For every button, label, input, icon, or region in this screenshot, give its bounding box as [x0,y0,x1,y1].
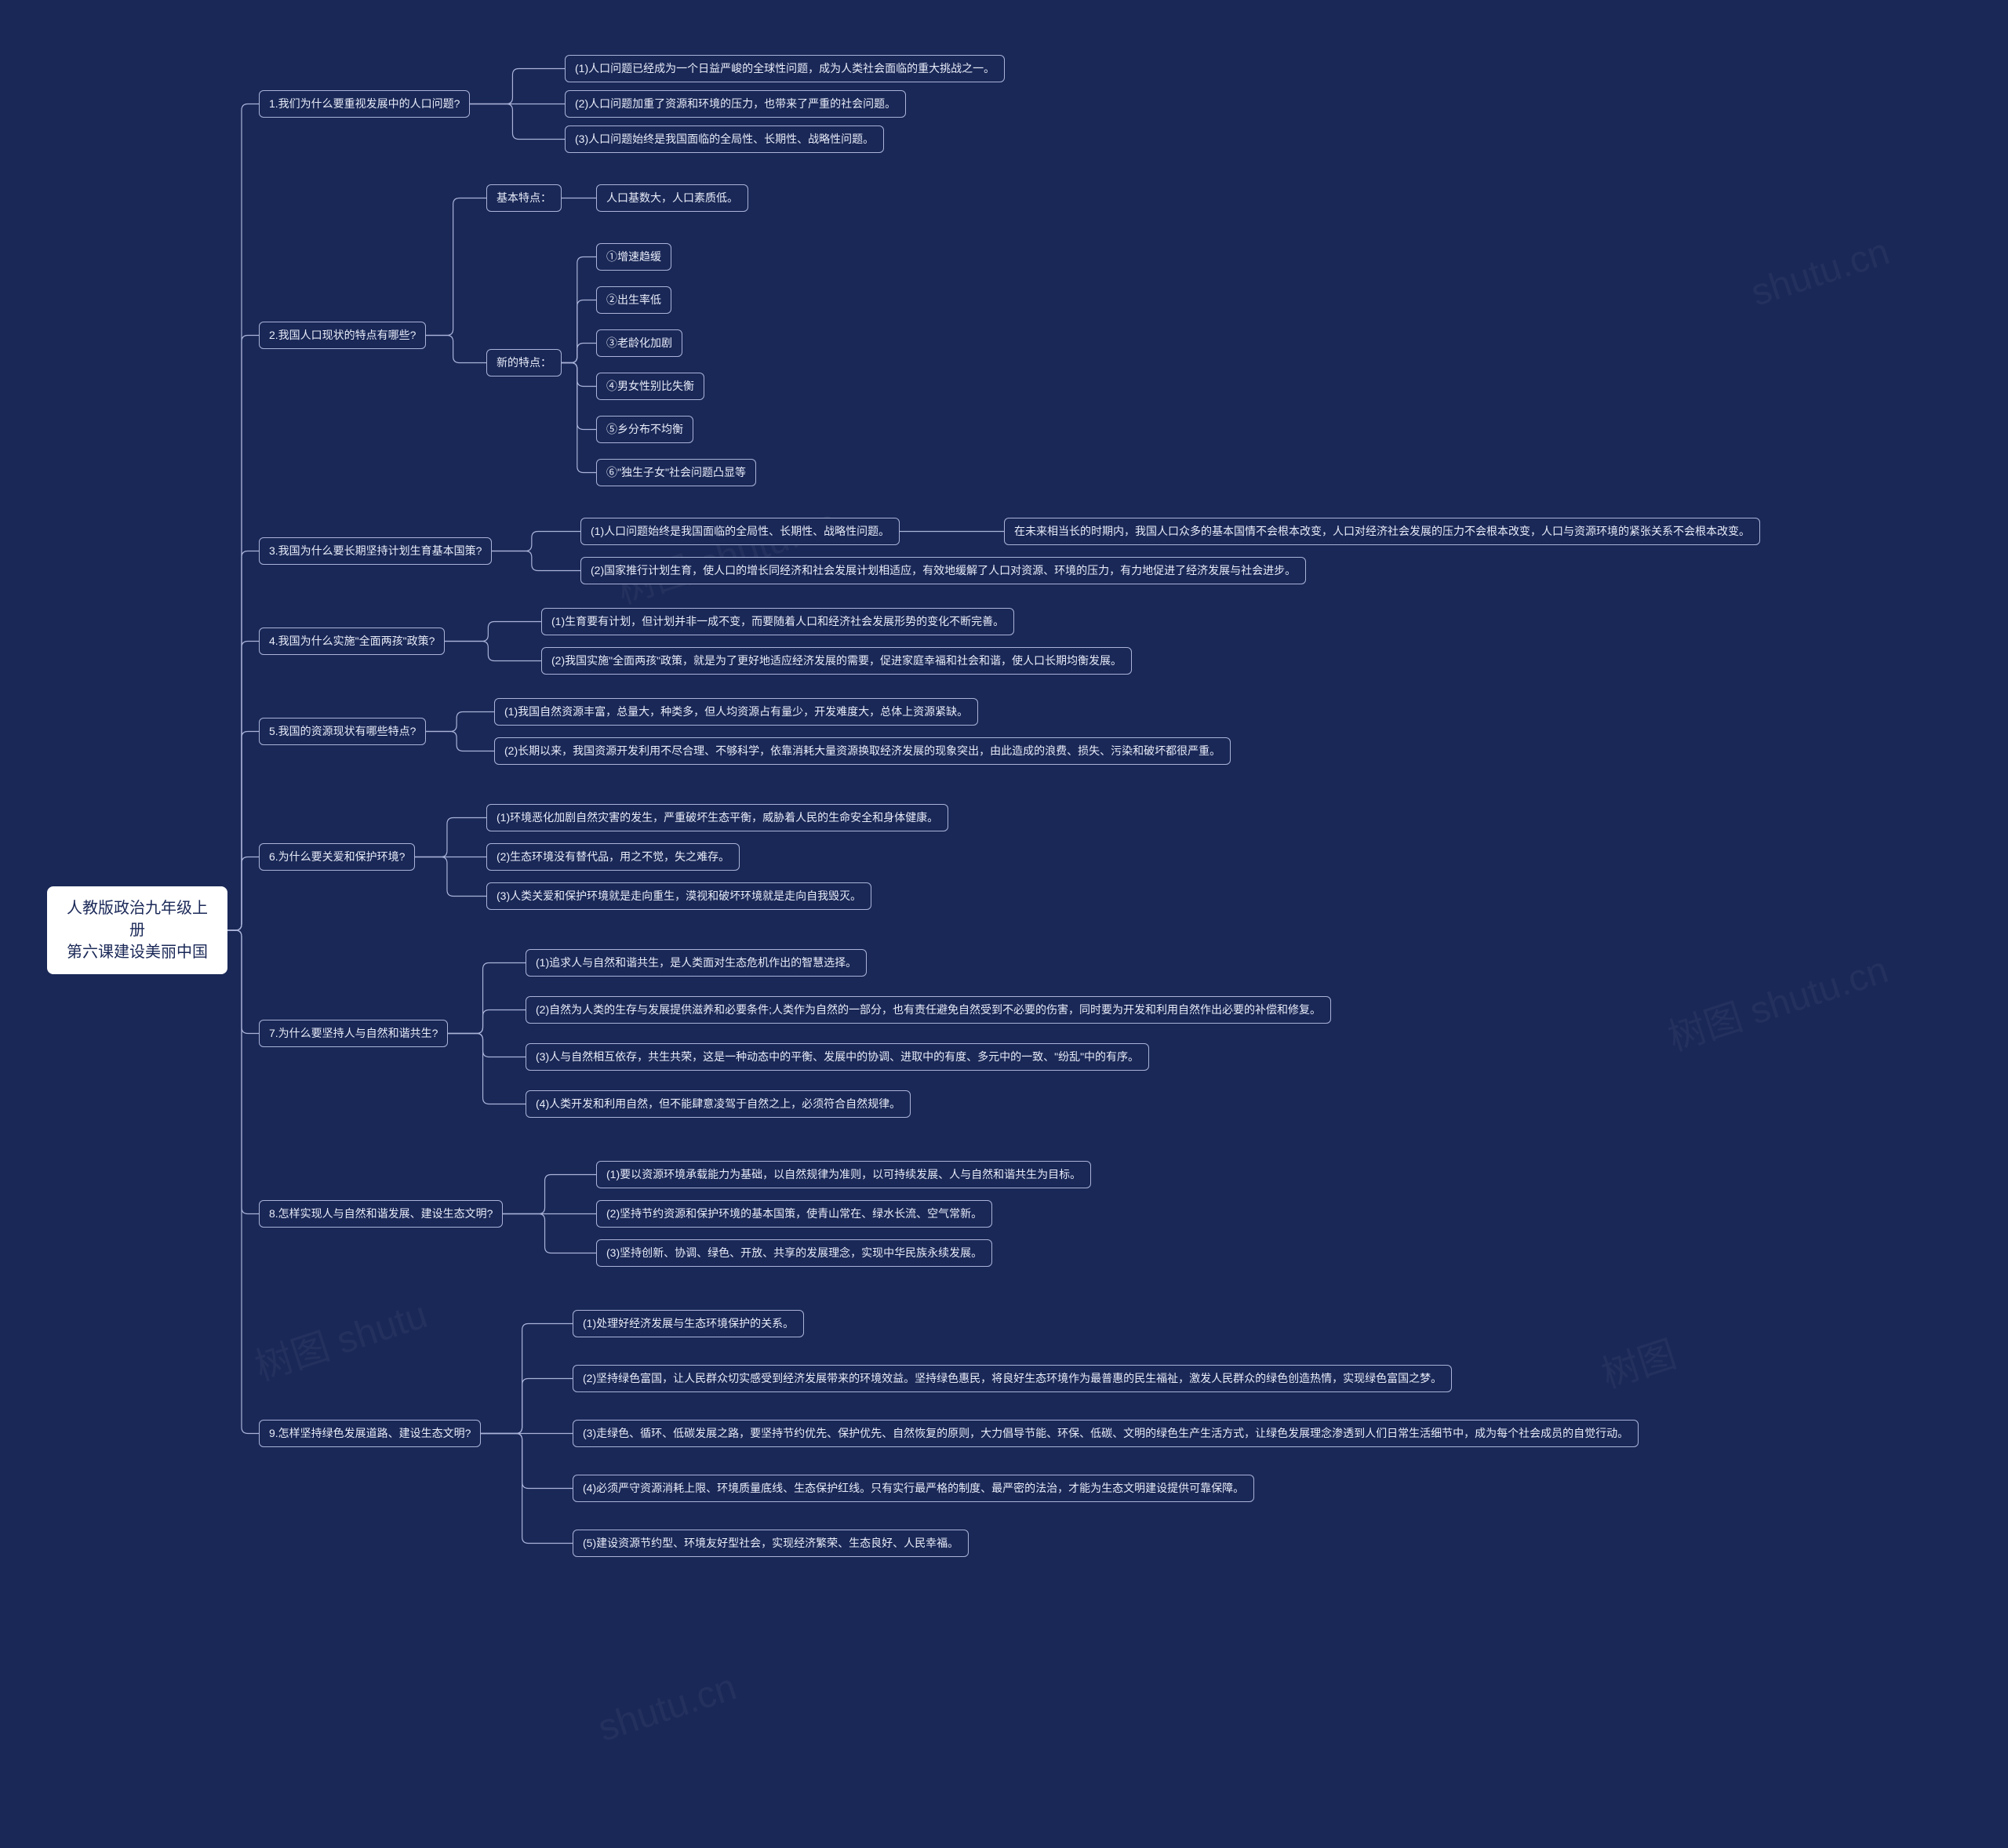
root-node: 人教版政治九年级上册 第六课建设美丽中国 [47,886,227,974]
branch-8-child-2: (2)坚持节约资源和保护环境的基本国策，使青山常在、绿水长流、空气常新。 [596,1200,992,1228]
branch-2-child-1: 基本特点： [486,184,562,212]
branch-9-child-2: (2)坚持绿色富国，让人民群众切实感受到经济发展带来的环境效益。坚持绿色惠民，将… [573,1365,1452,1392]
branch-6: 6.为什么要关爱和保护环境? [259,843,415,871]
branch-4-child-1: (1)生育要有计划，但计划并非一成不变，而要随着人口和经济社会发展形势的变化不断… [541,608,1014,635]
connector-layer [0,0,2008,1848]
branch-9-child-1: (1)处理好经济发展与生态环境保护的关系。 [573,1310,804,1337]
branch-1: 1.我们为什么要重视发展中的人口问题? [259,90,470,118]
branch-7-child-1: (1)追求人与自然和谐共生，是人类面对生态危机作出的智慧选择。 [526,949,867,977]
branch-2-child-2-g-1: ①增速趋缓 [596,243,671,271]
root-line1: 人教版政治九年级上册 [67,900,208,939]
branch-6-child-1: (1)环境恶化加剧自然灾害的发生，严重破坏生态平衡，威胁着人民的生命安全和身体健… [486,804,948,831]
branch-6-child-2: (2)生态环境没有替代品，用之不觉，失之难存。 [486,843,740,871]
branch-3-child-1-g-1: 在未来相当长的时期内，我国人口众多的基本国情不会根本改变，人口对经济社会发展的压… [1004,518,1760,545]
watermark: shutu.cn [1746,230,1895,315]
watermark: 树图 shutu [247,1284,433,1391]
branch-2-child-2-g-4: ④男女性别比失衡 [596,373,704,400]
branch-9-child-4: (4)必须严守资源消耗上限、环境质量底线、生态保护红线。只有实行最严格的制度、最… [573,1475,1254,1502]
branch-2-child-2-g-2: ②出生率低 [596,286,671,314]
branch-7: 7.为什么要坚持人与自然和谐共生? [259,1020,448,1047]
branch-1-child-1: (1)人口问题已经成为一个日益严峻的全球性问题，成为人类社会面临的重大挑战之一。 [565,55,1005,82]
branch-2-child-2-g-3: ③老龄化加剧 [596,329,682,357]
branch-2: 2.我国人口现状的特点有哪些? [259,322,426,349]
branch-6-child-3: (3)人类关爱和保护环境就是走向重生，漠视和破坏环境就是走向自我毁灭。 [486,882,871,910]
watermark: 树图 [1594,1323,1682,1399]
branch-9-child-3: (3)走绿色、循环、低碳发展之路，要坚持节约优先、保护优先、自然恢复的原则，大力… [573,1420,1639,1447]
branch-5-child-2: (2)长期以来，我国资源开发利用不尽合理、不够科学，依靠消耗大量资源换取经济发展… [494,737,1231,765]
branch-9: 9.怎样坚持绿色发展道路、建设生态文明? [259,1420,481,1447]
branch-4: 4.我国为什么实施"全面两孩"政策? [259,628,445,655]
branch-3-child-2: (2)国家推行计划生育，使人口的增长同经济和社会发展计划相适应，有效地缓解了人口… [580,557,1306,584]
branch-7-child-4: (4)人类开发和利用自然，但不能肆意凌驾于自然之上，必须符合自然规律。 [526,1090,911,1118]
branch-8-child-1: (1)要以资源环境承载能力为基础，以自然规律为准则，以可持续发展、人与自然和谐共… [596,1161,1091,1188]
branch-2-child-2: 新的特点： [486,349,562,377]
branch-4-child-2: (2)我国实施"全面两孩"政策，就是为了更好地适应经济发展的需要，促进家庭幸福和… [541,647,1132,675]
watermark: 树图 shutu.cn [609,492,842,614]
branch-3: 3.我国为什么要长期坚持计划生育基本国策? [259,537,492,565]
branch-1-child-3: (3)人口问题始终是我国面临的全局性、长期性、战略性问题。 [565,126,884,153]
watermark: shutu.cn [593,1665,742,1750]
branch-2-child-2-g-5: ⑤乡分布不均衡 [596,416,693,443]
branch-1-child-2: (2)人口问题加重了资源和环境的压力，也带来了严重的社会问题。 [565,90,906,118]
branch-3-child-1: (1)人口问题始终是我国面临的全局性、长期性、战略性问题。 [580,518,900,545]
branch-7-child-2: (2)自然为人类的生存与发展提供滋养和必要条件;人类作为自然的一部分，也有责任避… [526,996,1331,1024]
branch-9-child-5: (5)建设资源节约型、环境友好型社会，实现经济繁荣、生态良好、人民幸福。 [573,1530,969,1557]
branch-8-child-3: (3)坚持创新、协调、绿色、开放、共享的发展理念，实现中华民族永续发展。 [596,1239,992,1267]
branch-5: 5.我国的资源现状有哪些特点? [259,718,426,745]
branch-2-child-2-g-6: ⑥"独生子女"社会问题凸显等 [596,459,756,486]
branch-8: 8.怎样实现人与自然和谐发展、建设生态文明? [259,1200,503,1228]
branch-2-child-1-g-1: 人口基数大，人口素质低。 [596,184,748,212]
branch-7-child-3: (3)人与自然相互依存，共生共荣，这是一种动态中的平衡、发展中的协调、进取中的有… [526,1043,1149,1071]
watermark: 树图 shutu.cn [1660,939,1893,1061]
root-line2: 第六课建设美丽中国 [67,944,208,961]
branch-5-child-1: (1)我国自然资源丰富，总量大，种类多，但人均资源占有量少，开发难度大，总体上资… [494,698,978,726]
